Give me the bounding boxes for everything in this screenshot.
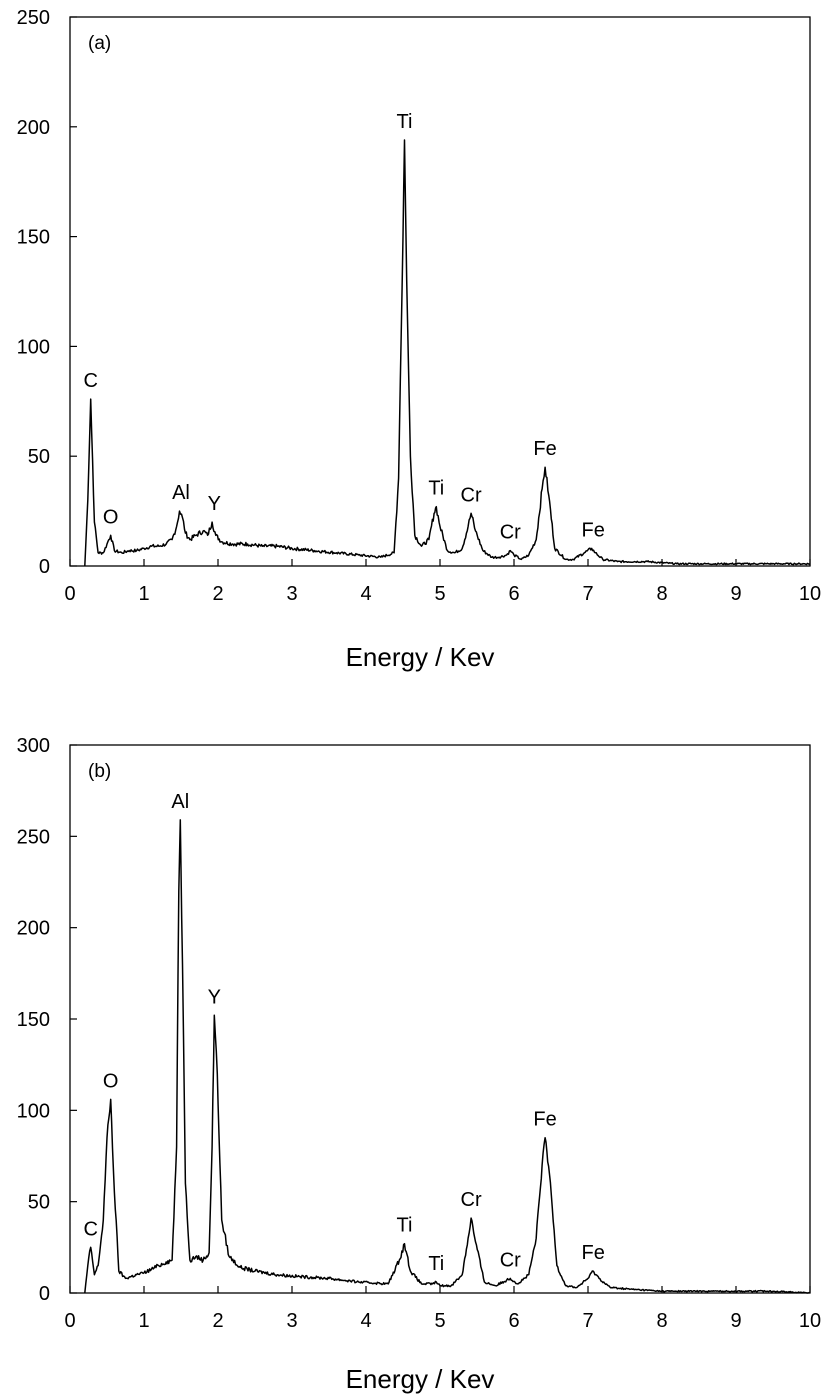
y-tick-label: 250 [17, 826, 50, 848]
peak-label: Ti [397, 1215, 413, 1237]
y-tick-label: 150 [17, 1009, 50, 1031]
y-tick-label: 100 [17, 1100, 50, 1122]
peak-label: Fe [582, 519, 605, 541]
x-tick-label: 8 [656, 583, 667, 605]
x-tick-label: 9 [730, 583, 741, 605]
x-axis-title: Energy / Kev [346, 642, 495, 672]
x-tick-label: 10 [799, 1310, 821, 1332]
peak-label: Ti [428, 478, 444, 500]
x-tick-label: 10 [799, 583, 821, 605]
x-tick-label: 4 [360, 1310, 371, 1332]
y-tick-label: 0 [39, 1283, 50, 1305]
peak-label: Al [171, 791, 189, 813]
peak-label: Al [172, 482, 190, 504]
y-tick-label: 200 [17, 918, 50, 940]
y-tick-label: 50 [28, 1192, 50, 1214]
x-tick-label: 1 [138, 583, 149, 605]
peak-label: O [103, 1070, 119, 1092]
x-tick-label: 3 [286, 583, 297, 605]
y-tick-label: 0 [39, 556, 50, 578]
x-tick-label: 4 [360, 583, 371, 605]
x-tick-label: 0 [64, 583, 75, 605]
peak-label: Fe [533, 1109, 556, 1131]
x-tick-label: 5 [434, 583, 445, 605]
y-tick-label: 100 [17, 336, 50, 358]
x-tick-label: 9 [730, 1310, 741, 1332]
x-axis-title: Energy / Kev [346, 1364, 495, 1394]
y-tick-label: 250 [17, 7, 50, 29]
y-tick-label: 300 [17, 735, 50, 757]
x-tick-label: 8 [656, 1310, 667, 1332]
peak-label: Y [208, 986, 221, 1008]
x-tick-label: 3 [286, 1310, 297, 1332]
peak-label: Fe [533, 438, 556, 460]
peak-label: C [83, 1218, 97, 1240]
y-tick-label: 200 [17, 117, 50, 139]
peak-label: Y [208, 493, 221, 515]
peak-label: Ti [428, 1253, 444, 1275]
peak-label: Cr [461, 1189, 482, 1211]
peak-label: Cr [461, 484, 482, 506]
x-tick-label: 7 [582, 583, 593, 605]
x-tick-label: 5 [434, 1310, 445, 1332]
panel-label: (b) [88, 761, 111, 782]
x-tick-label: 2 [212, 583, 223, 605]
x-tick-label: 7 [582, 1310, 593, 1332]
x-tick-label: 0 [64, 1310, 75, 1332]
y-tick-label: 50 [28, 446, 50, 468]
x-tick-label: 1 [138, 1310, 149, 1332]
x-tick-label: 6 [508, 583, 519, 605]
peak-label: Fe [582, 1242, 605, 1264]
spectrum-trace [84, 139, 811, 567]
peak-label: C [83, 370, 97, 392]
panel-label: (a) [88, 33, 111, 54]
x-tick-label: 2 [212, 1310, 223, 1332]
peak-label: Cr [500, 1249, 521, 1271]
spectrum-trace [84, 819, 811, 1294]
peak-label: O [103, 506, 119, 528]
x-tick-label: 6 [508, 1310, 519, 1332]
peak-label: Ti [397, 111, 413, 133]
peak-label: Cr [500, 522, 521, 544]
y-tick-label: 150 [17, 227, 50, 249]
